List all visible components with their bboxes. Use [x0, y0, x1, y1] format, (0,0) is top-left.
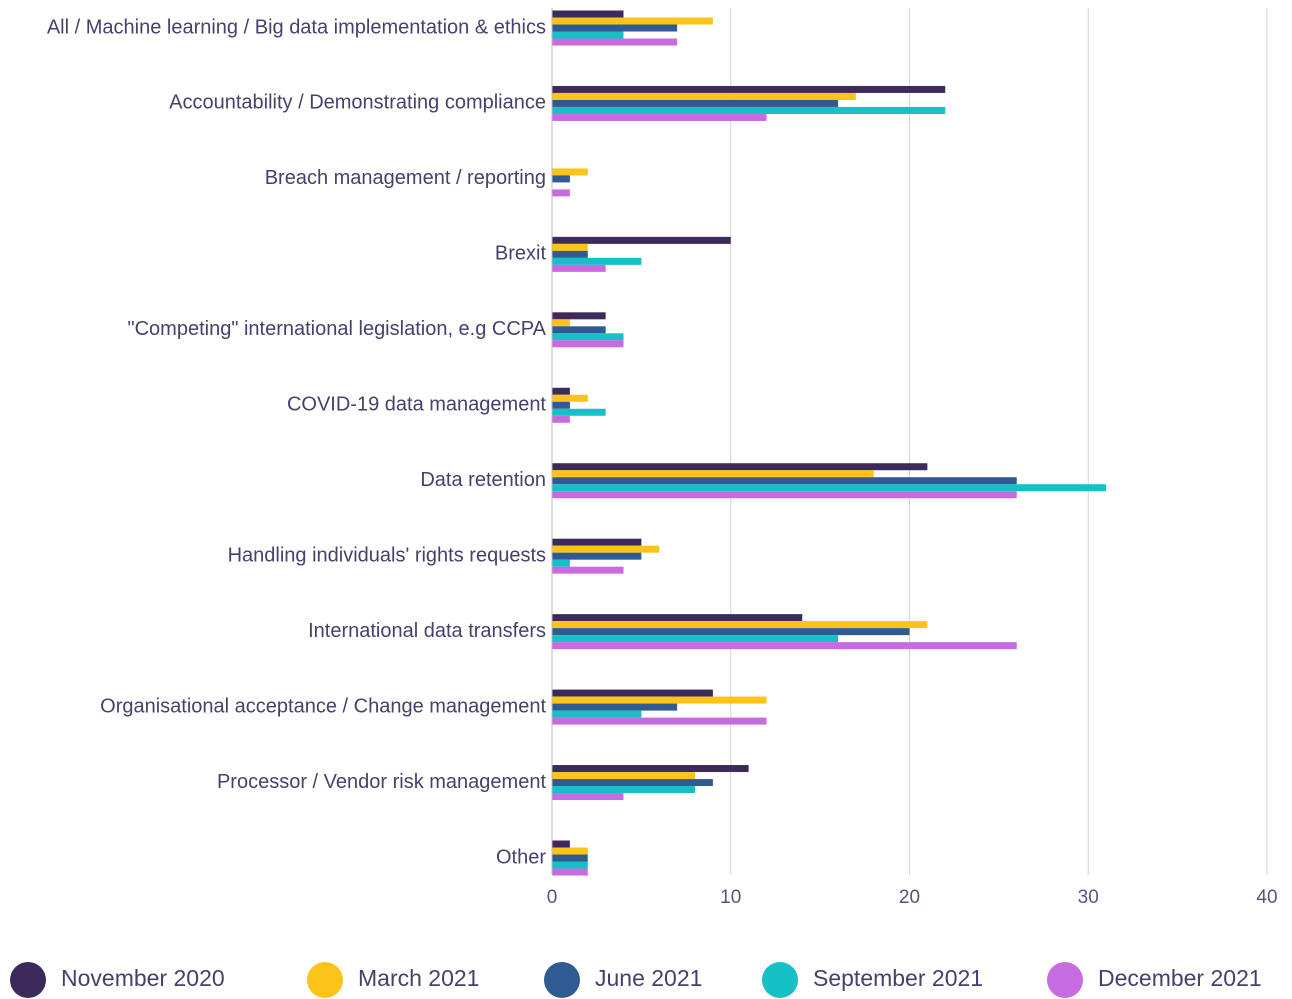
bar	[552, 326, 606, 334]
bar	[552, 772, 695, 780]
bar	[552, 99, 838, 107]
bar	[552, 319, 570, 327]
category-label: Handling individuals' rights requests	[228, 544, 546, 566]
bar	[552, 236, 731, 244]
bar	[552, 401, 570, 409]
legend-swatch	[544, 962, 580, 998]
x-tick-label: 0	[547, 887, 558, 908]
bar	[552, 175, 570, 183]
legend-swatch	[307, 962, 343, 998]
bar	[552, 628, 910, 636]
legend-swatch	[762, 962, 798, 998]
bar	[552, 333, 624, 341]
x-tick-label: 20	[899, 887, 920, 908]
bar	[552, 312, 606, 320]
x-tick-label: 10	[720, 887, 741, 908]
bar	[552, 491, 1017, 499]
bar	[552, 854, 588, 862]
category-label: Accountability / Demonstrating complianc…	[169, 92, 546, 114]
bar	[552, 484, 1107, 492]
category-label: "Competing" international legislation, e…	[128, 318, 547, 340]
bar	[552, 717, 767, 725]
bar	[552, 861, 588, 869]
bar	[552, 868, 588, 876]
bar	[552, 250, 588, 258]
legend-label: June 2021	[595, 965, 702, 991]
bar	[552, 635, 838, 643]
bar	[552, 408, 606, 416]
bar	[552, 614, 803, 622]
bar	[552, 387, 570, 395]
category-label: International data transfers	[308, 620, 546, 642]
category-label: Data retention	[420, 469, 546, 491]
category-label: All / Machine learning / Big data implem…	[47, 16, 546, 38]
x-tick-label: 40	[1256, 887, 1277, 908]
bar	[552, 545, 660, 553]
legend-label: September 2021	[813, 965, 983, 991]
bar	[552, 394, 588, 402]
x-tick-label: 30	[1078, 887, 1099, 908]
category-label: Processor / Vendor risk management	[217, 771, 546, 793]
bar	[552, 552, 642, 560]
bar	[552, 340, 624, 348]
bar	[552, 689, 713, 697]
bar	[552, 243, 588, 251]
category-label: Brexit	[495, 243, 547, 265]
category-label: Organisational acceptance / Change manag…	[100, 695, 546, 717]
bar	[552, 696, 767, 704]
bar	[552, 566, 624, 574]
bar	[552, 703, 678, 711]
bar	[552, 710, 642, 718]
category-label: COVID-19 data management	[287, 394, 546, 416]
bar	[552, 10, 624, 18]
bar	[552, 92, 856, 100]
bar	[552, 470, 874, 478]
bar	[552, 621, 928, 629]
bar	[552, 113, 767, 121]
bar	[552, 840, 570, 848]
bar	[552, 779, 713, 787]
category-label: Other	[496, 846, 546, 868]
legend-swatch	[10, 962, 46, 998]
bar	[552, 17, 713, 25]
bar	[552, 257, 642, 265]
bar	[552, 24, 678, 32]
bar	[552, 793, 624, 801]
bar	[552, 642, 1017, 650]
bar	[552, 415, 570, 423]
bar	[552, 85, 946, 93]
bar	[552, 264, 606, 272]
bar	[552, 765, 749, 773]
bar	[552, 168, 588, 176]
legend-swatch	[1047, 962, 1083, 998]
bar	[552, 31, 624, 39]
bar	[552, 559, 570, 567]
bar	[552, 786, 695, 794]
bar	[552, 38, 678, 46]
legend-label: November 2020	[61, 965, 225, 991]
bar	[552, 847, 588, 855]
category-label: Breach management / reporting	[265, 167, 546, 189]
legend-label: March 2021	[358, 965, 479, 991]
bar	[552, 189, 570, 197]
bar	[552, 538, 642, 546]
legend-label: December 2021	[1098, 965, 1262, 991]
bar	[552, 477, 1017, 485]
bar	[552, 106, 946, 114]
bar	[552, 463, 928, 471]
